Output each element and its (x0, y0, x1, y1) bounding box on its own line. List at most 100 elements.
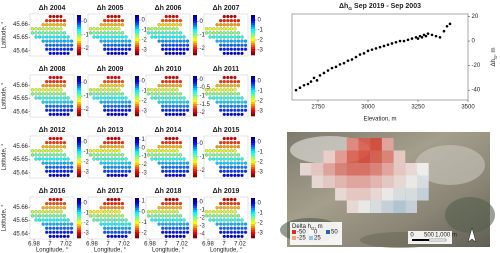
colorbar-step (77, 175, 81, 178)
dot (48, 169, 52, 173)
dot (106, 27, 110, 31)
dot (164, 108, 168, 112)
dot (229, 157, 233, 161)
dot (92, 218, 96, 222)
dot (168, 39, 172, 43)
y-tick-label: 20 (472, 14, 479, 20)
dot (113, 173, 117, 177)
dot (120, 23, 125, 27)
dot (168, 79, 172, 84)
dot (55, 39, 59, 43)
dot (88, 88, 93, 92)
dot (117, 230, 121, 234)
dot (233, 51, 237, 56)
dot (243, 169, 248, 173)
dot (226, 141, 230, 145)
dot (175, 157, 179, 161)
y-tick-label: -20 (472, 63, 481, 69)
dot (30, 31, 35, 35)
dot (212, 153, 216, 157)
point (445, 24, 449, 28)
colorbar-step (135, 29, 139, 32)
dot (30, 214, 35, 218)
dot (62, 43, 67, 47)
colorbar-tick-label: 0 (142, 209, 146, 215)
colorbar-step (251, 41, 255, 44)
raster-cell (393, 163, 406, 176)
y-axis-label-part: G (493, 56, 498, 59)
dot (120, 39, 125, 43)
colorbar-step (135, 200, 139, 203)
dot (212, 27, 216, 31)
dot (41, 153, 45, 157)
dot (175, 218, 179, 222)
dot (88, 153, 93, 157)
dot (222, 104, 226, 108)
dot (182, 222, 186, 226)
dot (113, 51, 117, 56)
colorbar-step (77, 17, 81, 20)
dot (219, 27, 223, 31)
x-tick-label: 3500 (461, 105, 475, 111)
dot (99, 84, 103, 88)
colorbar-step (193, 220, 197, 223)
dot (171, 226, 175, 230)
colorbar-step (77, 45, 81, 48)
dot (66, 108, 70, 112)
dot (120, 96, 125, 100)
dot (226, 218, 230, 222)
dot (229, 153, 233, 157)
dot (117, 112, 121, 117)
dot (52, 197, 56, 202)
dot (41, 100, 45, 104)
colorbar-step (135, 204, 139, 207)
dot (113, 141, 117, 145)
colorbar-step (77, 232, 81, 235)
colorbar-step (135, 228, 139, 231)
dot (110, 169, 114, 173)
dot (226, 96, 230, 100)
dot (106, 14, 110, 19)
point (406, 38, 410, 42)
dot (171, 84, 175, 88)
dot (233, 214, 237, 218)
dot (226, 206, 230, 210)
dot (95, 153, 100, 157)
dot (168, 14, 172, 19)
dot (110, 141, 114, 145)
panel-title: Δh 2019 (213, 188, 240, 195)
colorbar-step (251, 165, 255, 168)
y-tick-label: 45.64 (13, 109, 29, 115)
dot (45, 214, 49, 218)
dot (222, 84, 226, 88)
dot (150, 27, 154, 31)
dot (164, 197, 168, 202)
colorbar-step (193, 200, 197, 203)
dot (127, 43, 132, 47)
colorbar-step (77, 137, 81, 140)
dot (103, 218, 107, 222)
dot (222, 165, 226, 169)
dot (229, 51, 233, 56)
dot (127, 226, 132, 230)
dot (106, 47, 110, 51)
dot (106, 234, 110, 238)
dot (243, 47, 248, 51)
dot (243, 222, 248, 226)
dot (110, 234, 114, 238)
dot (41, 210, 45, 214)
dot (62, 214, 67, 218)
dot (164, 112, 168, 117)
dot (30, 149, 35, 153)
colorbar-step (135, 210, 139, 213)
dot (120, 51, 125, 56)
colorbar-tick-label: -1 (142, 89, 148, 95)
legend-label: 0 (314, 230, 318, 236)
colorbar-step (251, 153, 255, 156)
colorbar-step (193, 163, 197, 166)
dot (215, 218, 219, 222)
dot (52, 35, 56, 39)
dot (222, 88, 226, 92)
dot (185, 43, 190, 47)
dot (168, 100, 172, 104)
